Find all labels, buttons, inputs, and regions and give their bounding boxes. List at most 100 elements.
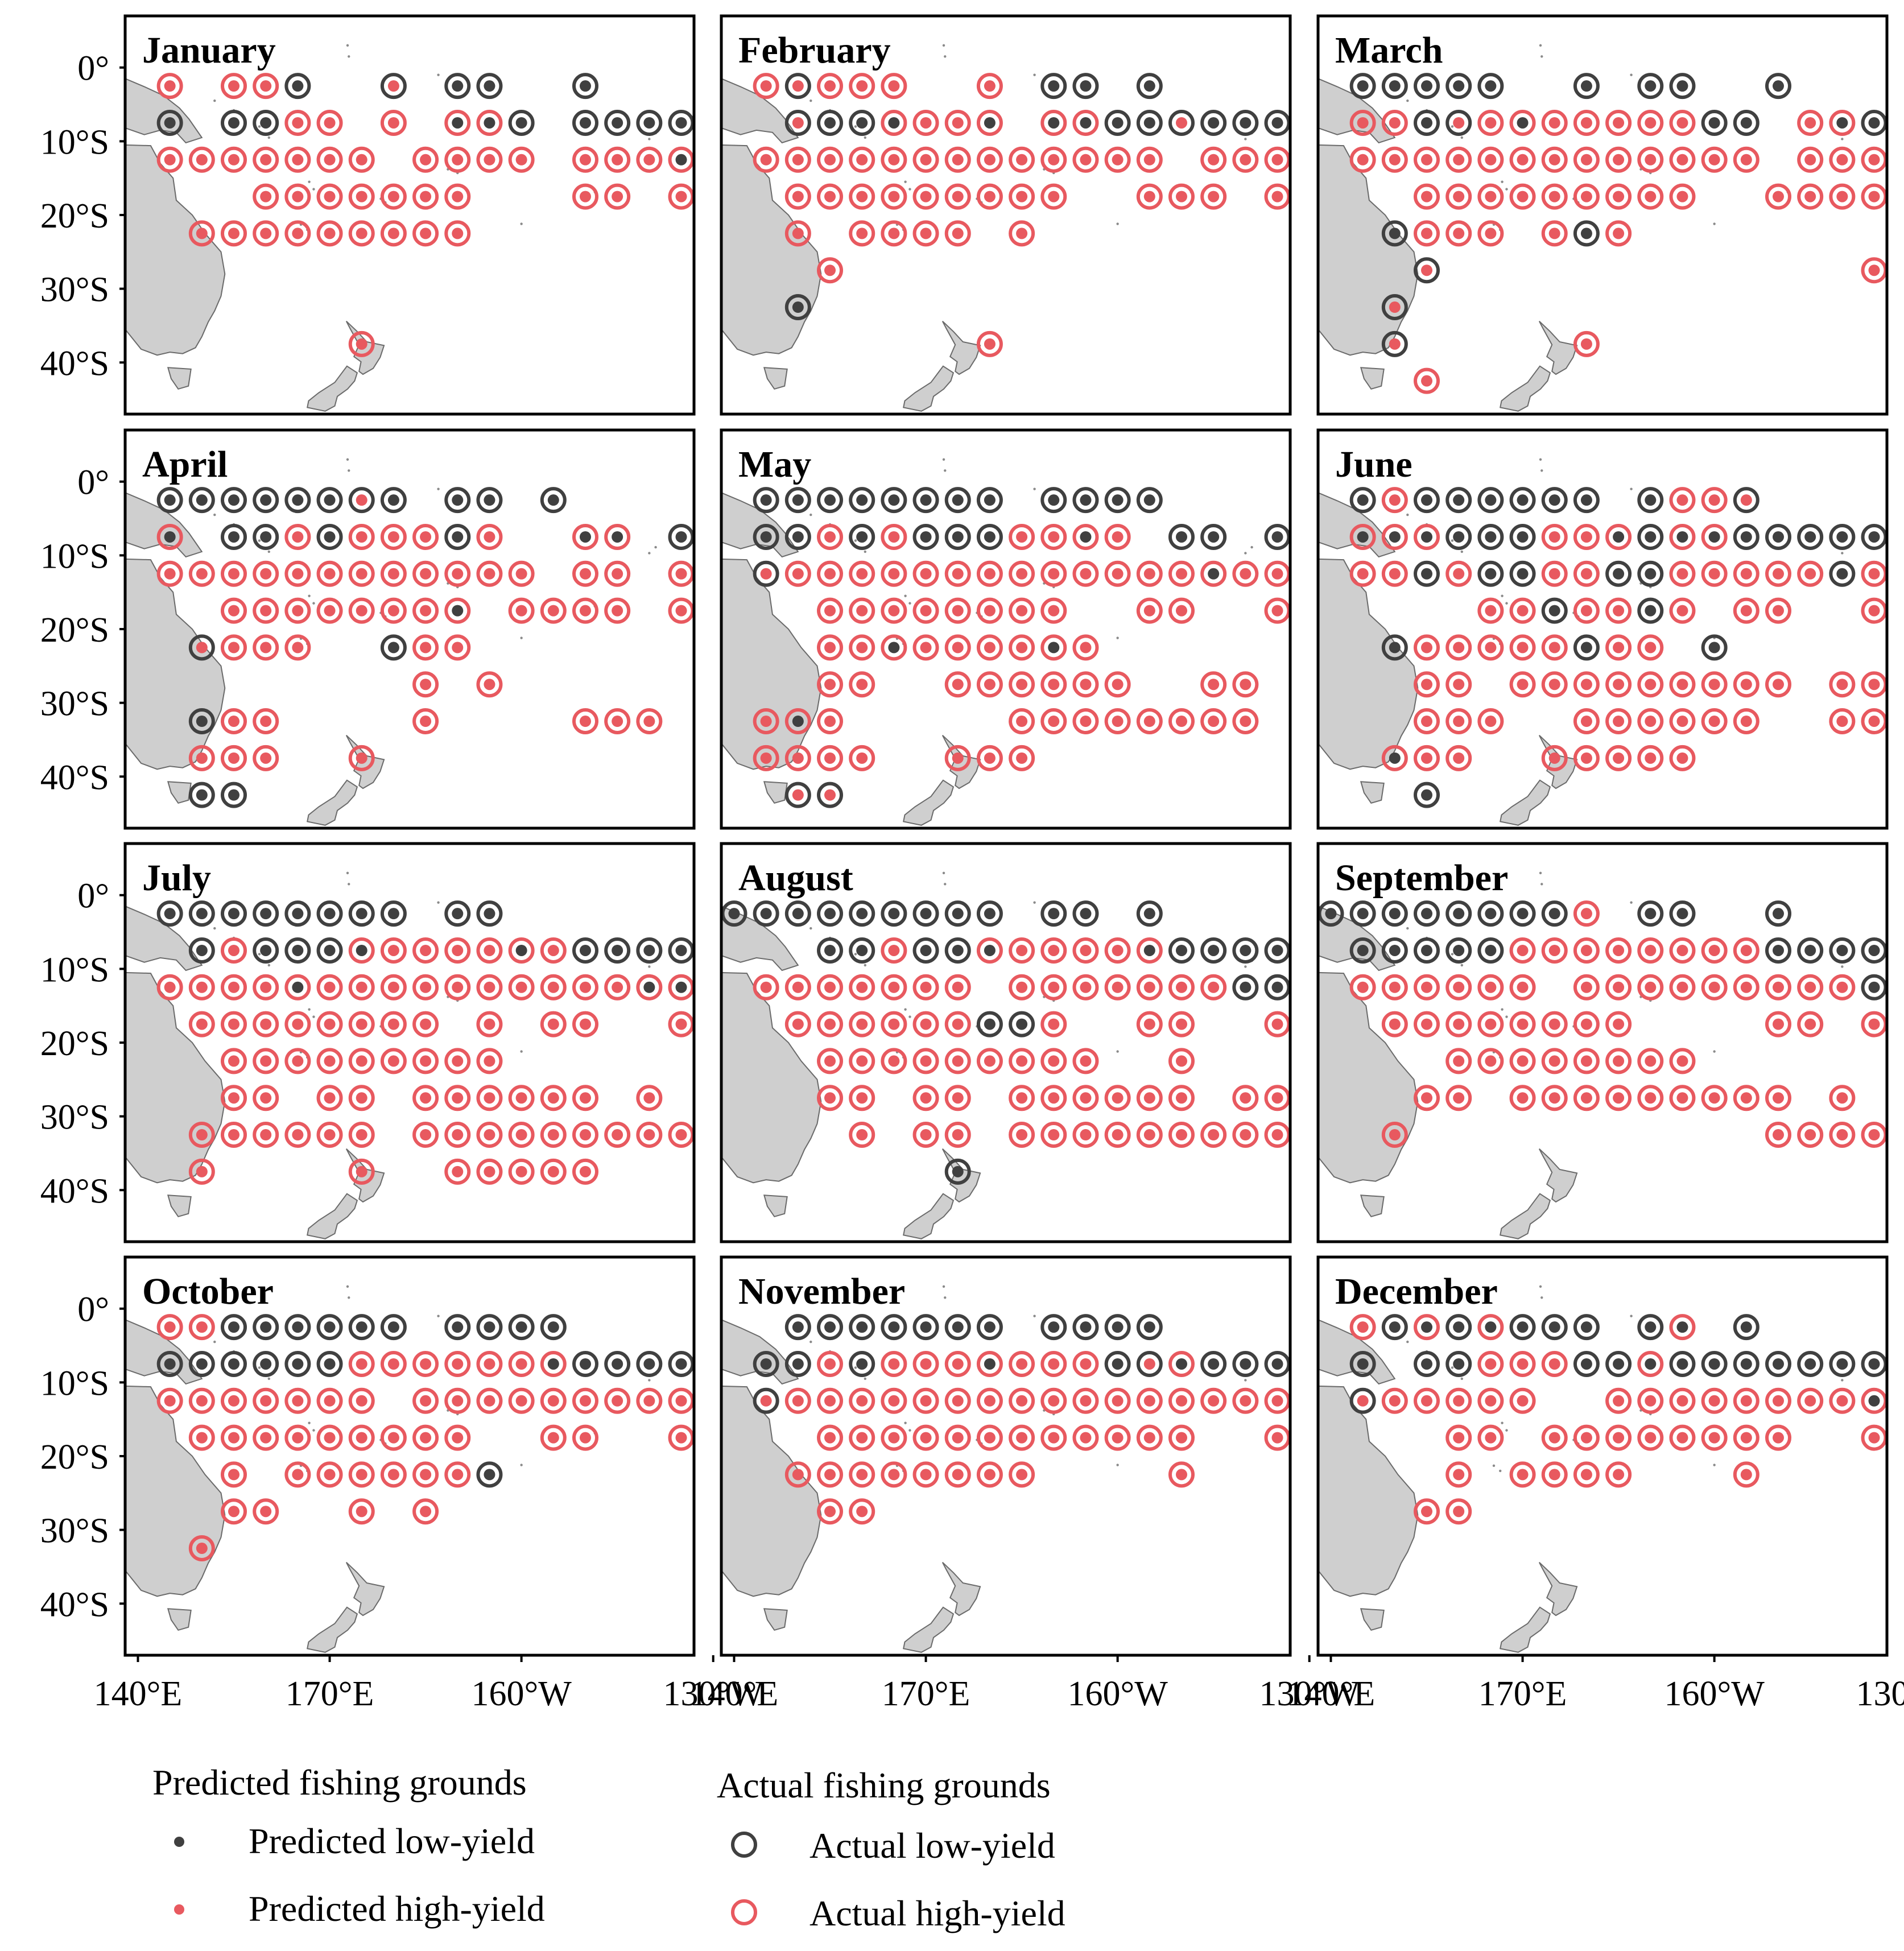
predicted-high-yield-dot [1613,752,1625,764]
actual-high-yield-ring [221,745,247,771]
actual-low-yield-ring [540,487,567,514]
predicted-high-yield-dot [1548,1469,1560,1481]
fishing-ground-cell [1200,146,1227,173]
fishing-ground-cell [1637,1350,1664,1377]
predicted-high-yield-dot [1357,154,1369,166]
predicted-high-yield-dot [1175,1432,1187,1444]
actual-high-yield-ring [253,220,279,247]
island-dot [1406,513,1409,516]
actual-low-yield-ring [944,1314,971,1341]
predicted-high-yield-dot [1676,981,1688,993]
predicted-low-yield-dot [1240,117,1252,129]
predicted-low-yield-dot [292,80,304,92]
actual-high-yield-ring [976,745,1003,771]
actual-low-yield-ring [784,73,811,100]
actual-high-yield-ring [1829,1387,1856,1414]
predicted-high-yield-dot [1613,605,1625,617]
fishing-ground-cell [1168,597,1195,624]
actual-high-yield-ring [1414,634,1440,661]
predicted-high-yield-dot [612,191,623,202]
actual-low-yield-ring [1104,1314,1131,1341]
actual-low-yield-ring [253,487,279,514]
predicted-low-yield-dot [1645,568,1657,580]
predicted-high-yield-dot [1357,1321,1369,1333]
predicted-high-yield-dot [452,1092,464,1104]
map-panel-august: August [720,842,1292,1243]
fishing-ground-cell [348,1461,375,1488]
actual-high-yield-ring [1477,183,1504,210]
fishing-ground-cell [1072,523,1099,550]
actual-low-yield-ring [444,1314,471,1341]
predicted-high-yield-dot [888,1055,900,1067]
predicted-low-yield-dot [1421,531,1433,543]
island-dot [1116,636,1119,639]
map-background [721,430,1290,828]
actual-high-yield-ring [1009,523,1035,550]
predicted-low-yield-dot [1175,531,1187,543]
predicted-high-yield-dot [792,154,804,166]
predicted-high-yield-dot [420,531,432,543]
fishing-ground-cell [817,1424,844,1451]
fishing-ground-cell [1072,974,1099,1001]
fishing-ground-cell [156,900,183,927]
fishing-ground-cell [1414,782,1440,808]
predicted-high-yield-dot [760,981,772,993]
actual-high-yield-ring [412,937,439,964]
fishing-ground-cell [1637,1085,1664,1111]
fishing-ground-cell [284,487,311,514]
fishing-ground-cell [1414,257,1440,284]
fishing-ground-cell [881,1314,907,1341]
fishing-ground-cell [476,487,503,514]
actual-low-yield-ring [1477,73,1504,100]
actual-high-yield-ring [817,1498,844,1525]
fishing-ground-cell [508,109,535,136]
predicted-low-yield-dot [1453,944,1465,956]
island-dot [908,602,911,605]
actual-low-yield-ring [1381,220,1408,247]
predicted-high-yield-dot [1613,1432,1625,1444]
actual-high-yield-ring [156,560,183,587]
actual-low-yield-ring [1445,900,1472,927]
fishing-ground-cell [1669,1350,1696,1377]
actual-high-yield-ring [253,974,279,1001]
fishing-ground-cell [944,1085,971,1111]
actual-high-yield-ring [1168,1048,1195,1074]
predicted-high-yield-dot [952,642,964,654]
actual-high-yield-ring [508,597,535,624]
predicted-high-yield-dot [792,191,804,202]
predicted-high-yield-dot [1421,716,1433,728]
predicted-high-yield-dot [824,154,836,166]
predicted-high-yield-dot [1143,1018,1155,1030]
fishing-ground-cell [188,1122,215,1148]
actual-high-yield-ring [1765,1122,1791,1148]
predicted-high-yield-dot [1016,605,1028,617]
fishing-ground-cell [1701,708,1728,735]
fishing-ground-cell [253,597,279,624]
fishing-ground-cell [444,937,471,964]
fishing-ground-cell [1509,634,1536,661]
actual-high-yield-ring [1797,974,1824,1001]
island-dot [303,7,305,10]
actual-high-yield-ring [1669,1048,1696,1074]
actual-low-yield-ring [253,1350,279,1377]
island-dot [854,1366,857,1369]
island-dot [1496,421,1498,424]
fishing-ground-cell [817,974,844,1001]
actual-low-yield-ring [1040,1314,1067,1341]
predicted-high-yield-dot [324,191,336,202]
new-zealand-south-land [903,779,955,826]
actual-high-yield-ring [1104,523,1131,550]
actual-high-yield-ring [1701,974,1728,1001]
actual-low-yield-ring [540,1314,567,1341]
predicted-low-yield-dot [228,531,240,543]
fishing-ground-cell [1445,220,1472,247]
actual-high-yield-ring [188,1011,215,1037]
actual-high-yield-ring [1669,1314,1696,1341]
predicted-high-yield-dot [920,642,932,654]
predicted-high-yield-dot [356,338,367,350]
predicted-high-yield-dot [196,1321,208,1333]
actual-high-yield-ring [1477,974,1504,1001]
fishing-ground-cell [1765,560,1791,587]
fishing-ground-cell [1605,634,1632,661]
actual-high-yield-ring [476,1158,503,1185]
